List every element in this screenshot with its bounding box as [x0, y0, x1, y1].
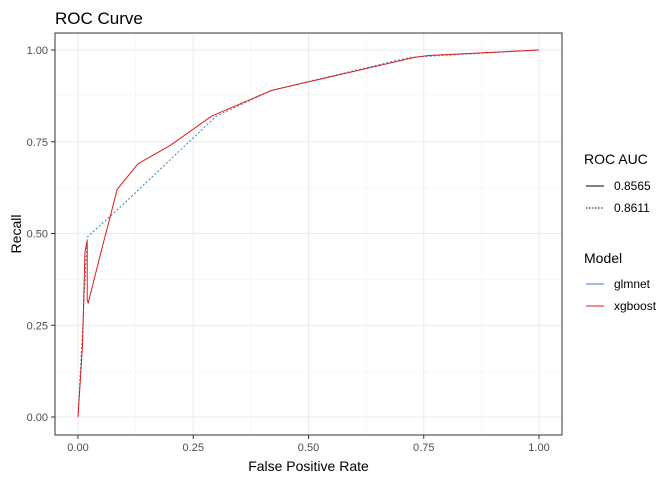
series-layer	[77, 49, 540, 418]
y-tick-label-1: 0.25	[27, 320, 48, 332]
series-line-glmnet	[77, 49, 540, 418]
y-tick-label-2: 0.50	[27, 229, 48, 241]
grid	[55, 33, 562, 435]
x-tick-label-3: 0.75	[413, 442, 434, 454]
chart-title: ROC Curve	[55, 9, 143, 28]
legend-label-auc-1: 0.8565	[614, 179, 651, 193]
legend-model: Model glmnet xgboost	[584, 250, 657, 313]
x-tick-label-2: 0.50	[298, 442, 319, 454]
y-axis-title: Recall	[8, 215, 24, 254]
x-axis-title: False Positive Rate	[248, 458, 369, 474]
x-tick-label-0: 0.00	[67, 442, 88, 454]
y-axis: 0.00 0.25 0.50 0.75 1.00	[27, 45, 55, 424]
y-tick-label-4: 1.00	[27, 45, 48, 57]
x-tick-label-4: 1.00	[528, 442, 549, 454]
x-tick-label-1: 0.25	[183, 442, 204, 454]
legend-label-xgboost: xgboost	[614, 299, 657, 313]
y-tick-label-0: 0.00	[27, 412, 48, 424]
legend-title-roc-auc: ROC AUC	[584, 151, 648, 167]
legend-roc-auc: ROC AUC 0.8565 0.8611	[584, 151, 651, 215]
series-line-xgboost	[77, 49, 540, 418]
legend-label-glmnet: glmnet	[614, 277, 651, 291]
legend-title-model: Model	[584, 250, 622, 266]
legend-label-auc-2: 0.8611	[614, 201, 650, 215]
y-tick-label-3: 0.75	[27, 137, 48, 149]
x-axis: 0.00 0.25 0.50 0.75 1.00	[67, 435, 550, 454]
